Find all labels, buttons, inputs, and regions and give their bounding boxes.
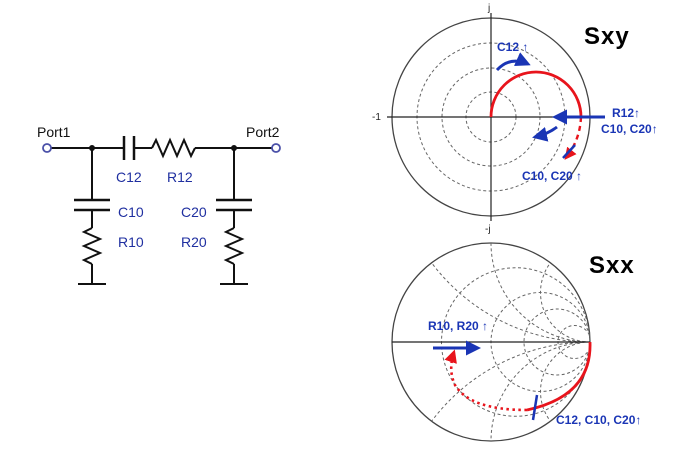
sxx-reactance-arc-down-2 [540,341,590,441]
sxy-axis-label-minus1: -1 [372,112,381,123]
sxx-trace-solid [526,341,592,412]
sxy-arrow-c10c20-inner [532,125,558,142]
junction-dot-right [231,145,237,151]
sxy-annotation-r12: R12↑ [612,106,640,120]
sxy-axis-label-minus-j: -j [485,224,491,235]
circuit-schematic [51,136,272,285]
sxx-reactance-arc-up-2 [540,243,590,343]
sxx-smith-chart: R10, R20 ↑ C12, C10, C20↑ Sxx [391,242,641,442]
sxy-polar-chart: j -1 -j C12 ↑ R12↑ C10, C20↑ C10, C20 ↑ … [372,3,658,235]
r12-resistor [151,137,196,159]
sxy-arrow-c12 [495,52,531,72]
sxy-annotation-c12: C12 ↑ [497,40,528,54]
sxx-trace-dotted [444,349,528,412]
label-c12: C12 [116,169,142,185]
sxx-annotation-r10r20: R10, R20 ↑ [428,319,488,333]
sxy-tick-marker [562,144,576,159]
sxx-reactance-arc-down-3 [392,341,590,441]
junction-dot-left [89,145,95,151]
sxx-tick-marker [531,394,539,421]
label-r20: R20 [181,234,207,250]
sxx-annotation-c12c10c20: C12, C10, C20↑ [556,413,641,427]
sxy-trace-solid [489,70,583,118]
sxx-resistance-circle-2 [523,308,590,376]
sxy-title: Sxy [584,23,630,50]
sxy-trace-dashed [564,116,583,160]
label-port1: Port1 [37,124,71,140]
port1-terminal [42,143,52,153]
sxy-annotation-c10c20-bottom: C10, C20 ↑ [522,169,582,183]
port2-terminal [271,143,281,153]
sxy-annotation-c10c20-right: C10, C20↑ [601,122,658,136]
label-c10: C10 [118,204,144,220]
label-c20: C20 [181,204,207,220]
r20-resistor [223,227,245,265]
r10-resistor [81,227,103,265]
sxx-reactance-arc-up-1 [490,243,590,343]
sxy-axis-label-j: j [487,3,490,14]
label-r10: R10 [118,234,144,250]
label-port2: Port2 [246,124,280,140]
sxx-title: Sxx [589,252,635,279]
label-r12: R12 [167,169,193,185]
